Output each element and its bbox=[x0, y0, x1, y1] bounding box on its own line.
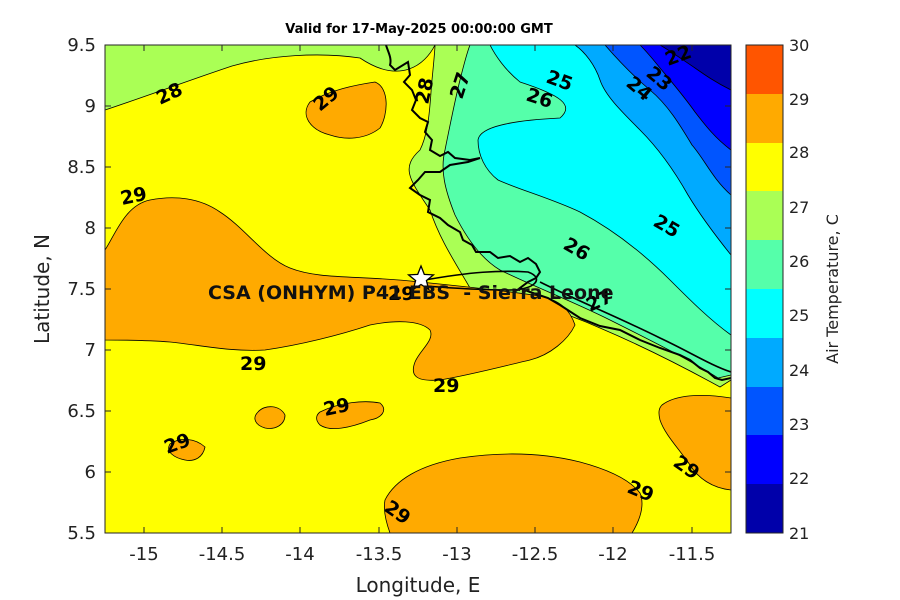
colorbar-tick-label: 23 bbox=[789, 415, 809, 434]
coast-peninsula bbox=[424, 270, 538, 291]
patch-29-small2 bbox=[316, 401, 384, 430]
patch-29-small3 bbox=[168, 439, 206, 461]
x-tick-label: -12 bbox=[598, 544, 627, 565]
y-tick-label: 8.5 bbox=[67, 157, 96, 178]
y-tick-label: 9.5 bbox=[67, 35, 96, 56]
contour-map: 28 29 28 27 25 26 24 23 22 29 25 26 27 2… bbox=[105, 45, 731, 533]
colorbar-label: Air Temperature, C bbox=[823, 214, 842, 364]
colorbar-tick-label: 24 bbox=[789, 361, 809, 380]
x-tick-label: -13 bbox=[442, 544, 471, 565]
colorbar-band bbox=[746, 143, 783, 191]
x-tick-label: -14.5 bbox=[199, 544, 246, 565]
colorbar-band bbox=[746, 94, 783, 143]
y-tick-label: 7.5 bbox=[67, 279, 96, 300]
y-tick-label: 6.5 bbox=[67, 401, 96, 422]
patch-29-se bbox=[658, 394, 731, 491]
colorbar-band bbox=[746, 191, 783, 240]
colorbar-tick-label: 21 bbox=[789, 524, 809, 543]
y-tick-label: 7 bbox=[85, 340, 96, 361]
station-star-icon bbox=[406, 264, 436, 291]
colorbar-tick-label: 26 bbox=[789, 252, 809, 271]
band-20-21 bbox=[659, 45, 731, 91]
colorbar-band bbox=[746, 45, 783, 94]
y-axis bbox=[105, 105, 731, 473]
colorbar-band bbox=[746, 387, 783, 435]
colorbar-band bbox=[746, 240, 783, 289]
patch-29-central bbox=[105, 197, 576, 381]
x-tick-label: -11.5 bbox=[669, 544, 716, 565]
colorbar-band bbox=[746, 338, 783, 387]
map-title: Valid for 17-May-2025 00:00:00 GMT bbox=[285, 22, 553, 37]
contour-label: 29 bbox=[388, 283, 414, 305]
colorbar bbox=[745, 44, 784, 534]
x-tick-label: -15 bbox=[129, 544, 158, 565]
colorbar-band bbox=[746, 484, 783, 533]
x-tick-label: -12.5 bbox=[512, 544, 559, 565]
y-tick-label: 6 bbox=[85, 462, 96, 483]
colorbar-band bbox=[746, 289, 783, 338]
x-axis bbox=[143, 45, 693, 533]
patch-29-north bbox=[305, 81, 387, 139]
y-tick-label: 8 bbox=[85, 218, 96, 239]
contour-label: 28 bbox=[411, 76, 438, 106]
x-tick-label: -13.5 bbox=[356, 544, 403, 565]
x-tick-label: -14 bbox=[285, 544, 314, 565]
colorbar-tick-label: 25 bbox=[789, 306, 809, 325]
y-tick-label: 9 bbox=[85, 96, 96, 117]
y-axis-label: Latitude, N bbox=[30, 234, 54, 344]
colorbar-tick-label: 29 bbox=[789, 90, 809, 109]
coastline bbox=[385, 45, 731, 382]
contour-label: 29 bbox=[240, 353, 266, 375]
contour-label: 29 bbox=[118, 183, 148, 210]
colorbar-tick-label: 28 bbox=[789, 143, 809, 162]
contour-label: 29 bbox=[321, 394, 351, 421]
colorbar-tick-label: 27 bbox=[789, 198, 809, 217]
contour-label: 29 bbox=[433, 375, 459, 397]
station-label: CSA (ONHYM) P41 EBS - Sierra Leone bbox=[208, 282, 613, 304]
x-axis-label: Longitude, E bbox=[356, 573, 481, 597]
patch-29-small1 bbox=[254, 406, 286, 429]
colorbar-tick-label: 22 bbox=[789, 469, 809, 488]
colorbar-band bbox=[746, 435, 783, 484]
colorbar-frame bbox=[745, 44, 784, 534]
y-tick-label: 5.5 bbox=[67, 523, 96, 544]
coast-inlet bbox=[539, 281, 731, 373]
colorbar-tick-label: 30 bbox=[789, 36, 809, 55]
band-26-27-nw bbox=[105, 45, 436, 111]
